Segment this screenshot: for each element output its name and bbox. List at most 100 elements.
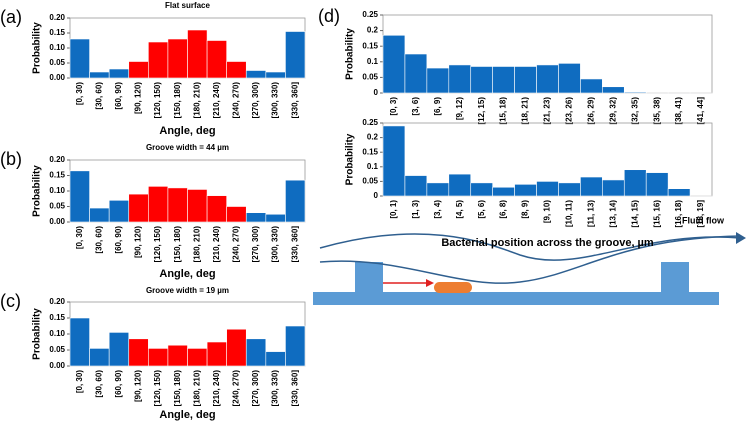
bar <box>404 53 428 94</box>
x-tick-label: [0, 1) <box>389 200 398 219</box>
x-tick-label: [0, 30) <box>75 370 84 393</box>
bar <box>448 64 472 94</box>
x-tick-label: [0, 3) <box>389 97 398 116</box>
bar <box>128 338 149 367</box>
x-tick-label: [10, 11) <box>565 200 574 227</box>
bar <box>128 193 149 223</box>
bar <box>602 86 625 94</box>
bar <box>285 179 306 223</box>
x-tick-label: [60, 90) <box>114 226 123 254</box>
flow-arrowhead <box>736 232 746 244</box>
x-tick-label: [30, 60) <box>94 370 103 398</box>
x-axis-label: Angle, deg <box>159 409 215 421</box>
bar <box>148 348 169 367</box>
motion-arrowhead <box>426 279 434 287</box>
x-tick-label: [8, 9) <box>521 200 530 219</box>
y-tick-label: 0.15 <box>49 313 65 322</box>
x-tick-label: [1, 3) <box>411 200 420 219</box>
x-tick-label: [270, 300) <box>251 226 260 263</box>
x-tick-label: [300, 330) <box>271 82 280 119</box>
bar <box>226 61 247 79</box>
y-tick-label: 0.1 <box>367 57 379 66</box>
bar <box>536 181 559 197</box>
flow-line <box>319 233 741 261</box>
x-tick-label: [18, 21) <box>521 97 530 125</box>
x-tick-label: [23, 26) <box>565 97 574 125</box>
bar <box>245 70 267 79</box>
y-tick-label: 0.05 <box>49 345 65 354</box>
x-tick-label: [0, 30) <box>75 226 84 249</box>
x-tick-label: [300, 330) <box>271 370 280 407</box>
y-tick-label: 0.00 <box>49 361 65 370</box>
x-tick-label: [180, 210) <box>192 370 201 407</box>
x-tick-label: [240, 270) <box>232 370 241 407</box>
panel-label: (d) <box>318 6 340 26</box>
x-tick-label: [32, 35) <box>630 97 639 125</box>
x-tick-label: [180, 210) <box>192 226 201 263</box>
y-tick-label: 0.20 <box>49 297 65 306</box>
y-tick-label: 0 <box>374 191 379 200</box>
x-tick-label: [26, 29) <box>586 97 595 125</box>
x-tick-label: [3, 6) <box>411 97 420 116</box>
y-tick-label: 0.10 <box>49 329 65 338</box>
bar <box>536 64 559 94</box>
chart-title: Groove width = 19 µm <box>146 286 229 295</box>
pillar <box>661 262 689 294</box>
substrate <box>313 292 719 305</box>
bar <box>514 184 537 197</box>
x-tick-label: [150, 180) <box>173 226 182 263</box>
x-tick-label: [16, 18) <box>674 200 683 228</box>
y-tick-label: 0.2 <box>367 133 379 142</box>
bar <box>382 34 406 94</box>
panel-label: (c) <box>0 291 21 311</box>
bar <box>167 187 188 223</box>
y-tick-label: 0.1 <box>367 162 379 171</box>
x-tick-label: [4, 5) <box>455 200 464 219</box>
bar <box>167 344 188 367</box>
bar <box>206 195 227 223</box>
bar <box>558 63 581 94</box>
bar <box>426 182 450 197</box>
x-tick-label: [38, 41) <box>674 97 683 125</box>
x-tick-label: [13, 14) <box>608 200 617 228</box>
x-tick-label: [14, 15) <box>630 200 639 228</box>
x-tick-label: [15, 18) <box>499 97 508 125</box>
bar <box>128 61 149 79</box>
bar <box>89 348 110 367</box>
panel-label: (b) <box>0 149 22 169</box>
bar <box>265 351 286 367</box>
x-tick-label: [210, 240) <box>212 370 221 407</box>
bar <box>245 338 267 367</box>
flow-line <box>319 235 741 284</box>
bar <box>492 186 515 197</box>
y-tick-label: 0.15 <box>49 171 65 180</box>
bacterium <box>434 282 472 293</box>
x-tick-label: [6, 9) <box>433 97 442 116</box>
bar <box>285 325 306 367</box>
x-axis-label: Angle, deg <box>159 125 215 137</box>
bar <box>470 66 493 94</box>
y-tick-label: 0 <box>374 88 379 97</box>
x-tick-label: [90, 120) <box>134 370 143 402</box>
bar <box>265 213 286 223</box>
x-tick-label: [90, 120) <box>134 82 143 114</box>
x-tick-label: [210, 240) <box>212 82 221 119</box>
x-tick-label: [150, 180) <box>173 82 182 119</box>
x-tick-label: [18, 19] <box>696 200 705 228</box>
x-tick-label: [15, 16) <box>652 200 661 228</box>
x-tick-label: [6, 8) <box>499 200 508 219</box>
x-tick-label: [210, 240) <box>212 226 221 263</box>
x-tick-label: [3, 4) <box>433 200 442 219</box>
x-tick-label: [30, 60) <box>94 226 103 254</box>
x-tick-label: [11, 13) <box>586 200 595 227</box>
bar <box>108 68 130 79</box>
y-axis-label: Probability <box>345 133 356 185</box>
y-tick-label: 0.00 <box>49 73 65 82</box>
bar <box>602 179 625 197</box>
x-tick-label: [150, 180) <box>173 370 182 407</box>
y-tick-label: 0.05 <box>49 58 65 67</box>
bar <box>108 332 130 367</box>
bar <box>245 212 267 223</box>
x-tick-label: [270, 300) <box>251 370 260 407</box>
